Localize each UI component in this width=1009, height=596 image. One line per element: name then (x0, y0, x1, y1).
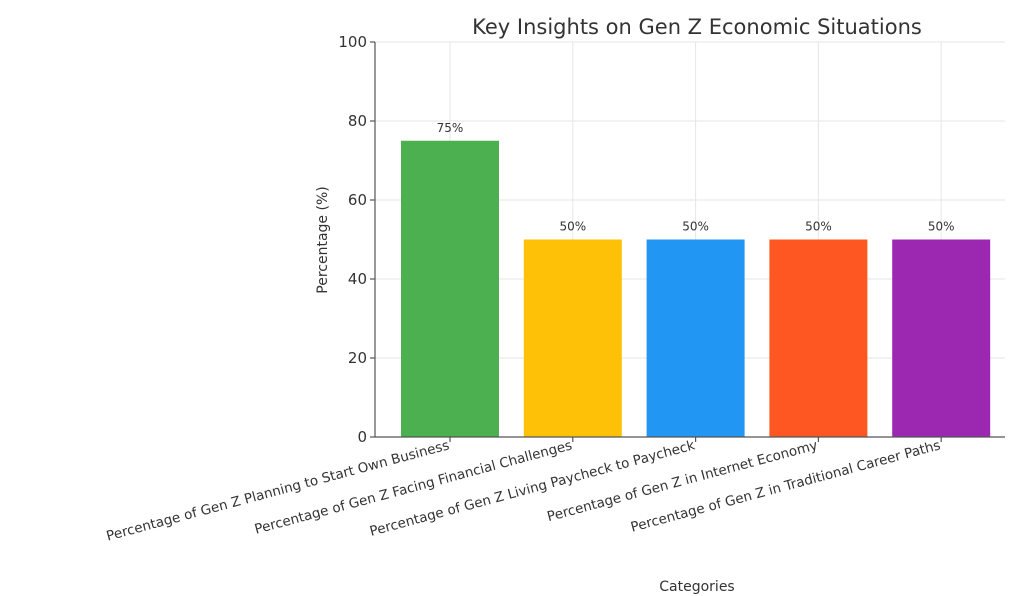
chart-title: Key Insights on Gen Z Economic Situation… (472, 15, 922, 39)
y-tick-label: 60 (348, 191, 367, 209)
data-label: 50% (928, 220, 955, 234)
y-tick-label: 0 (357, 428, 367, 446)
bars (401, 140, 991, 437)
y-tick-label: 100 (338, 33, 367, 51)
data-labels: 75% 50% 50% 50% 50% (437, 121, 955, 234)
y-tick-label: 40 (348, 270, 367, 288)
bar (892, 239, 991, 437)
y-tick-label: 80 (348, 112, 367, 130)
bar (523, 239, 622, 437)
data-label: 50% (559, 220, 586, 234)
data-label: 75% (437, 121, 464, 135)
bar (769, 239, 868, 437)
y-tick-label: 20 (348, 349, 367, 367)
data-label: 50% (805, 220, 832, 234)
data-label: 50% (682, 220, 709, 234)
x-axis-label: Categories (659, 579, 734, 595)
bar (646, 239, 745, 437)
y-axis-label: Percentage (%) (315, 186, 331, 293)
bar (401, 140, 499, 437)
